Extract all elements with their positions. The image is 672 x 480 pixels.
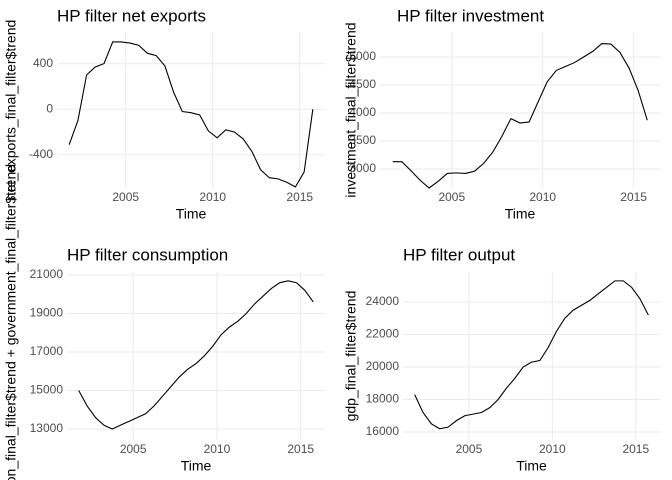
- x-axis-title: Time: [181, 458, 212, 474]
- y-tick-label: 16000: [366, 424, 400, 438]
- x-tick-label: 2015: [620, 190, 647, 204]
- x-tick-label: 2010: [204, 442, 231, 456]
- x-tick-label: 2015: [287, 442, 314, 456]
- y-tick-label: 4000: [349, 105, 376, 119]
- chart-title: HP filter consumption: [67, 245, 228, 264]
- y-axis-title: consumption_final_filter$trend + governm…: [3, 164, 19, 480]
- chart-title: HP filter net exports: [57, 6, 206, 25]
- x-tick-label: 2015: [622, 442, 649, 456]
- x-axis-title: Time: [516, 458, 547, 474]
- y-tick-label: 20000: [366, 359, 400, 373]
- x-tick-label: 2005: [120, 442, 147, 456]
- chart-title: HP filter investment: [397, 6, 544, 25]
- y-tick-label: 18000: [366, 392, 400, 406]
- y-tick-label: 400: [33, 56, 53, 70]
- y-tick-label: 3000: [349, 161, 376, 175]
- x-tick-label: 2010: [529, 190, 556, 204]
- x-axis-title: Time: [176, 206, 207, 222]
- y-tick-label: 13000: [30, 421, 64, 435]
- x-tick-label: 2005: [456, 442, 483, 456]
- chart-title: HP filter output: [403, 245, 515, 264]
- line: [78, 280, 314, 430]
- x-tick-label: 2005: [112, 190, 139, 204]
- line: [414, 280, 649, 430]
- y-tick-label: 21000: [30, 267, 64, 281]
- y-tick-label: 3500: [349, 133, 376, 147]
- y-tick-label: 17000: [30, 344, 64, 358]
- y-tick-label: 22000: [366, 327, 400, 341]
- y-axis-title: net_exports_final_filter$trend: [3, 20, 19, 201]
- x-tick-label: 2015: [286, 190, 313, 204]
- line: [392, 42, 648, 189]
- y-tick-label: -400: [29, 147, 53, 161]
- y-tick-label: 24000: [366, 294, 400, 308]
- x-tick-label: 2010: [199, 190, 226, 204]
- line: [68, 41, 314, 188]
- x-tick-label: 2010: [539, 442, 566, 456]
- y-tick-label: 0: [46, 101, 53, 115]
- x-axis-title: Time: [505, 206, 536, 222]
- x-tick-label: 2005: [438, 190, 465, 204]
- y-axis-title: investment_final_filter$trend: [343, 22, 359, 197]
- y-axis-title: gdp_final_filter$trend: [343, 291, 359, 422]
- y-tick-label: 15000: [30, 383, 64, 397]
- y-tick-label: 19000: [30, 306, 64, 320]
- y-tick-label: 5000: [349, 49, 376, 63]
- y-tick-label: 4500: [349, 77, 376, 91]
